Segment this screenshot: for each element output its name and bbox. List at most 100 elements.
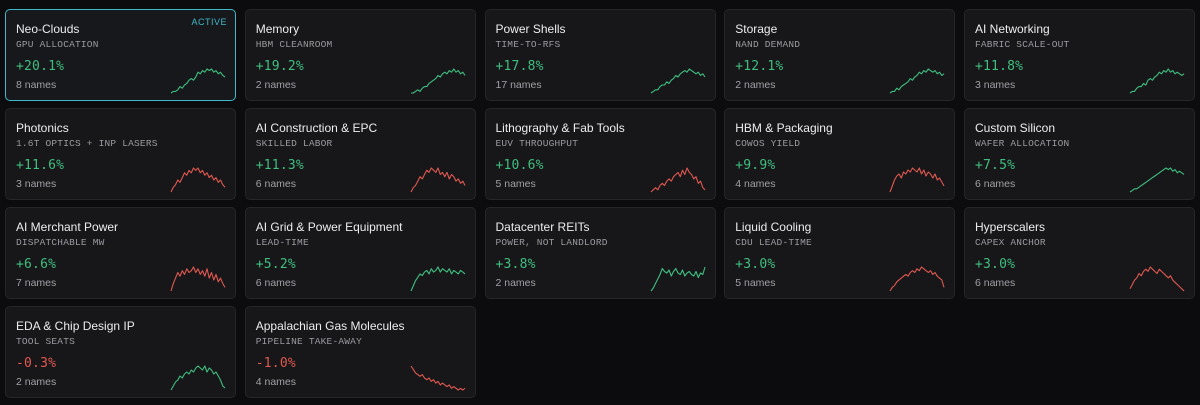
sector-card[interactable]: AI Merchant Power DISPATCHABLE MW +6.6% 7 n… — [5, 207, 236, 299]
sector-name: AI Construction & EPC — [255, 121, 378, 135]
sector-count: 17 names — [495, 79, 542, 91]
sector-subtitle: FABRIC SCALE-OUT — [975, 39, 1070, 50]
sparkline — [1129, 266, 1185, 292]
sector-name: AI Merchant Power — [16, 220, 119, 234]
sector-change: +3.8% — [495, 257, 536, 272]
sector-subtitle: GPU ALLOCATION — [16, 39, 99, 50]
sector-subtitle: POWER, NOT LANDLORD — [495, 237, 608, 248]
sparkline — [1129, 68, 1185, 94]
sector-count: 6 names — [975, 178, 1016, 190]
sector-change: +19.2% — [255, 59, 304, 74]
sector-count: 3 names — [16, 178, 57, 190]
sparkline-path — [650, 167, 705, 193]
sector-count: 6 names — [975, 277, 1016, 289]
sparkline-path — [170, 68, 226, 94]
sparkline-path — [650, 266, 706, 292]
sector-change: +12.1% — [735, 59, 784, 74]
sparkline — [650, 68, 705, 94]
sparkline-path — [650, 68, 705, 94]
sparkline — [170, 167, 226, 193]
sparkline — [889, 68, 945, 94]
sector-name: Liquid Cooling — [735, 220, 812, 234]
sector-name: Storage — [735, 22, 778, 36]
sector-card[interactable]: Lithography & Fab Tools EUV THROUGHPUT +10… — [484, 108, 716, 200]
sector-card[interactable]: Custom Silicon WAFER ALLOCATION +7.5% 6 nam… — [964, 108, 1195, 200]
sparkline-path — [410, 167, 466, 193]
sector-card[interactable]: Power Shells TIME-TO-RFS +17.8% 17 names — [484, 9, 716, 101]
sector-subtitle: PIPELINE TAKE-AWAY — [255, 336, 362, 347]
sector-count: 2 names — [255, 79, 297, 91]
sector-change: +9.9% — [735, 158, 776, 173]
sector-name: Custom Silicon — [975, 121, 1056, 135]
sector-name: AI Grid & Power Equipment — [255, 220, 403, 234]
sparkline-path — [1129, 68, 1185, 94]
sector-name: Neo-Clouds — [16, 22, 80, 36]
sector-name: Power Shells — [495, 22, 566, 36]
sector-count: 5 names — [495, 178, 536, 190]
sector-card[interactable]: Memory HBM CLEANROOM +19.2% 2 names — [244, 9, 476, 101]
sector-count: 3 names — [975, 79, 1016, 91]
sector-subtitle: CDU LEAD-TIME — [735, 237, 812, 248]
sparkline — [650, 266, 706, 292]
sector-name: EDA & Chip Design IP — [16, 319, 135, 333]
sector-count: 5 names — [735, 277, 776, 289]
sparkline — [1129, 167, 1185, 193]
sector-change: +11.8% — [975, 59, 1024, 74]
sparkline — [889, 167, 945, 193]
sparkline — [410, 365, 466, 391]
sparkline-path — [410, 365, 466, 391]
sector-subtitle: DISPATCHABLE MW — [16, 237, 105, 248]
sector-change: +11.3% — [255, 158, 304, 173]
sector-subtitle: CAPEX ANCHOR — [975, 237, 1046, 248]
sector-change: +5.2% — [255, 257, 296, 272]
sector-change: +3.0% — [735, 257, 776, 272]
sector-count: 6 names — [255, 178, 297, 190]
sector-card[interactable]: AI Construction & EPC SKILLED LABOR +11.3%… — [244, 108, 476, 200]
sparkline-path — [410, 266, 466, 292]
sector-card[interactable]: AI Networking FABRIC SCALE-OUT +11.8% 3 nam… — [964, 9, 1195, 101]
sparkline-path — [170, 365, 226, 391]
sector-change: +17.8% — [495, 59, 544, 74]
sector-card[interactable]: AI Grid & Power Equipment LEAD-TIME +5.2% 6… — [244, 207, 476, 299]
sector-card[interactable]: Liquid Cooling CDU LEAD-TIME +3.0% 5 names — [724, 207, 956, 299]
sparkline — [889, 266, 945, 292]
sector-card[interactable]: Storage NAND DEMAND +12.1% 2 names — [724, 9, 956, 101]
sector-subtitle: 1.6T OPTICS + INP LASERS — [16, 138, 158, 149]
sparkline — [410, 68, 466, 94]
sector-card[interactable]: Hyperscalers CAPEX ANCHOR +3.0% 6 names — [964, 207, 1195, 299]
sector-name: Photonics — [16, 121, 69, 135]
sector-subtitle: TIME-TO-RFS — [495, 39, 561, 50]
sector-subtitle: HBM CLEANROOM — [255, 39, 333, 50]
sector-change: +3.0% — [975, 257, 1016, 272]
sector-count: 8 names — [16, 79, 57, 91]
sparkline-path — [889, 68, 945, 94]
sector-change: +10.6% — [495, 158, 544, 173]
sparkline — [170, 266, 226, 292]
sector-change: -1.0% — [255, 356, 296, 371]
active-badge: ACTIVE — [191, 17, 227, 27]
sparkline — [650, 167, 705, 193]
sector-card[interactable]: Appalachian Gas Molecules PIPELINE TAKE-A… — [244, 306, 476, 398]
sector-name: Memory — [255, 22, 300, 36]
sector-cards-grid: Neo-Clouds GPU ALLOCATION +20.1% 8 names ACT… — [5, 9, 1195, 398]
sector-card[interactable]: Photonics 1.6T OPTICS + INP LASERS +11.6% 3… — [5, 108, 236, 200]
sector-name: Appalachian Gas Molecules — [255, 319, 405, 333]
sector-count: 2 names — [16, 376, 57, 388]
sector-subtitle: EUV THROUGHPUT — [495, 138, 579, 149]
sparkline — [410, 167, 466, 193]
sector-card[interactable]: Neo-Clouds GPU ALLOCATION +20.1% 8 names ACT… — [5, 9, 236, 101]
sparkline-path — [1129, 266, 1185, 292]
sector-change: +20.1% — [16, 59, 65, 74]
sector-card[interactable]: HBM & Packaging COWOS YIELD +9.9% 4 names — [724, 108, 956, 200]
sector-change: +6.6% — [16, 257, 57, 272]
sparkline-path — [1129, 167, 1185, 193]
sparkline — [170, 365, 226, 391]
sparkline-path — [170, 266, 226, 292]
sector-subtitle: COWOS YIELD — [735, 138, 801, 149]
sector-change: +11.6% — [16, 158, 65, 173]
sector-card[interactable]: Datacenter REITs POWER, NOT LANDLORD +3.8%… — [484, 207, 716, 299]
sparkline — [170, 68, 226, 94]
sector-card[interactable]: EDA & Chip Design IP TOOL SEATS -0.3% 2 nam… — [5, 306, 236, 398]
sparkline-path — [410, 68, 466, 94]
sector-count: 7 names — [16, 277, 57, 289]
